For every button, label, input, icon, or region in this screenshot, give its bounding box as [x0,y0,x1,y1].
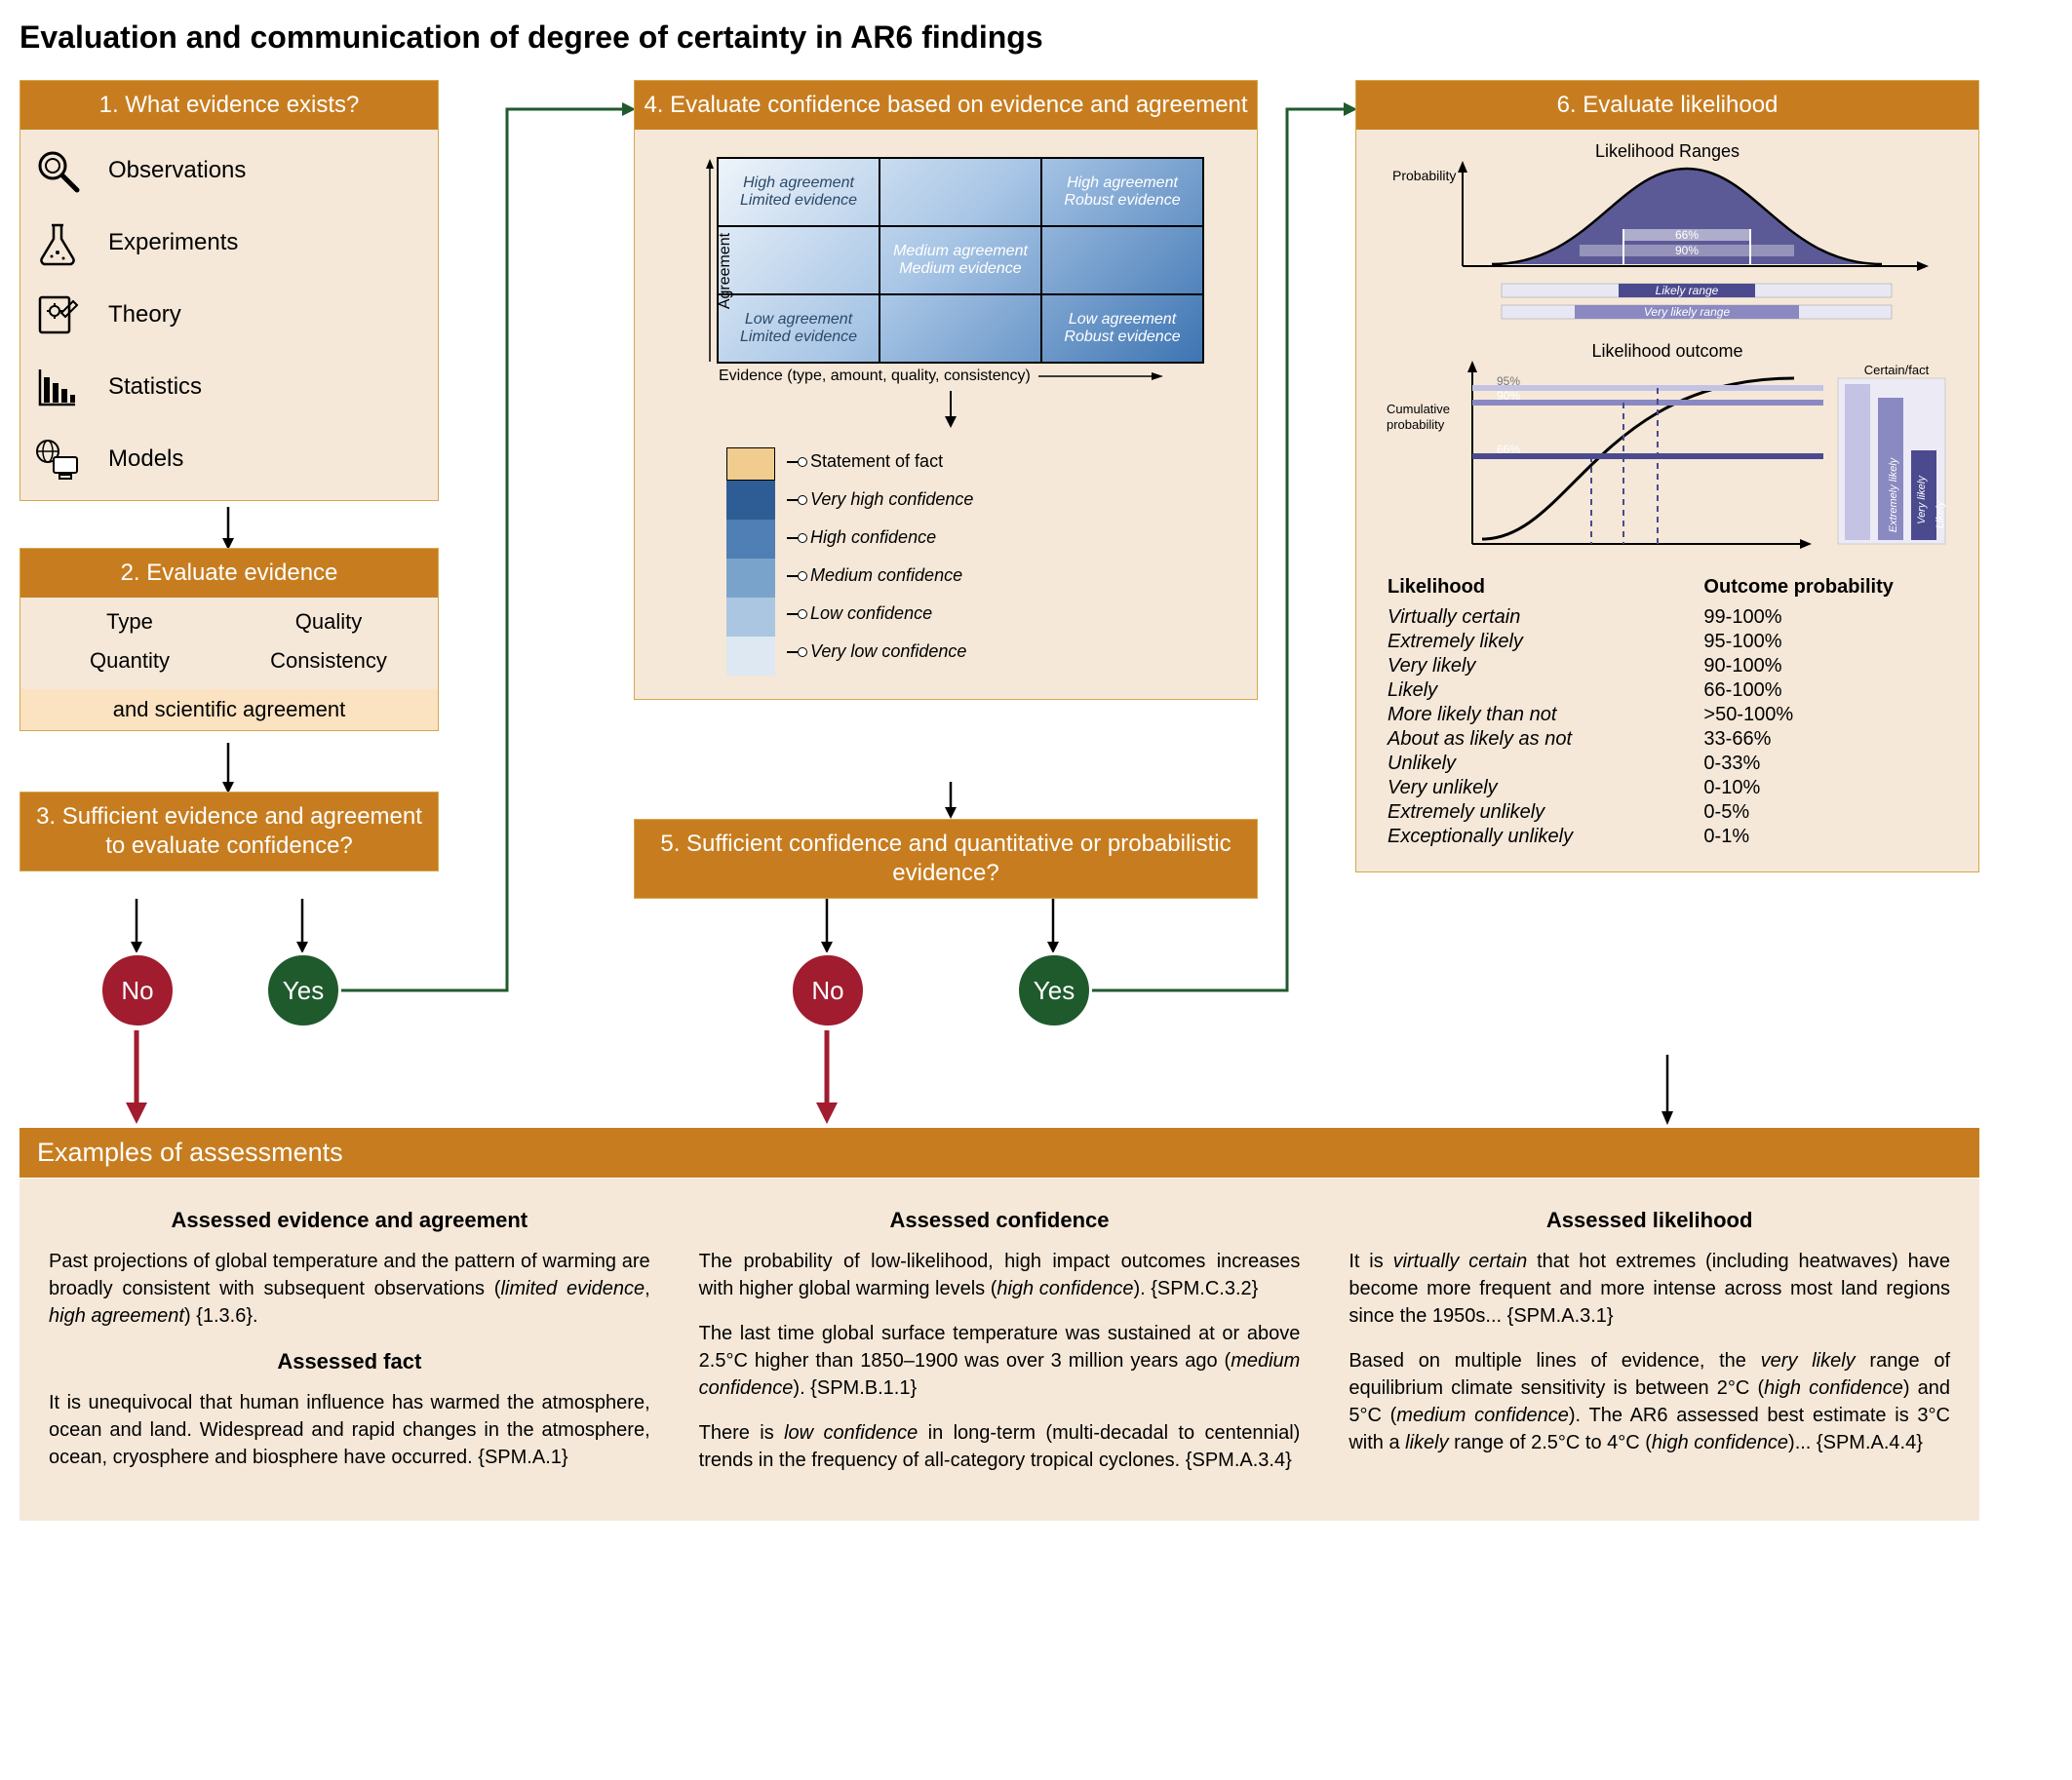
svg-text:66%: 66% [1497,443,1520,456]
examples-body: Assessed evidence and agreement Past pro… [20,1179,1979,1521]
likelihood-table: Likelihood Outcome probability Virtually… [1370,568,1965,862]
svg-text:66%: 66% [1675,228,1699,242]
matrix-cell-bl: Low agreementLimited evidence [718,294,880,363]
table-row: Virtually certain [1388,606,1703,629]
arrow-matrix-scale [941,391,960,430]
table-row: Exceptionally unlikely [1388,826,1703,848]
examples-col-3: Assessed likelihood It is virtually cert… [1349,1198,1950,1491]
svg-text:Very likely range: Very likely range [1644,305,1731,319]
ex-p-like1: It is virtually certain that hot extreme… [1349,1248,1950,1330]
ex-h-likelihood: Assessed likelihood [1349,1206,1950,1236]
svg-text:Very likely: Very likely [1916,475,1928,524]
arrow-5-no [817,899,837,957]
ex-p-fact: It is unequivocal that human influence h… [49,1389,650,1471]
panel-6-header: 6. Evaluate likelihood [1356,81,1978,130]
arrow-2-3 [218,743,238,797]
examples-header: Examples of assessments [20,1128,1979,1178]
arrow-4-5 [941,782,960,821]
table-row: Very unlikely [1388,777,1703,799]
likelihood-outcome-chart: Likelihood outcome Cumulative probabilit… [1370,339,1965,563]
criterion-type: Type [40,609,219,635]
conf-fact: Statement of fact [810,451,943,472]
arrow-yes-to-6 [1092,90,1365,996]
table-row: Extremely likely [1388,631,1703,653]
bar-chart-icon [30,360,85,414]
criterion-quantity: Quantity [40,648,219,674]
evidence-label: Statistics [108,373,202,401]
decision-3-no: No [99,952,176,1028]
svg-text:Certain/fact: Certain/fact [1864,363,1930,377]
magnifier-icon [30,143,85,198]
evidence-label: Experiments [108,229,238,256]
svg-text:Cumulative: Cumulative [1387,402,1450,416]
panel-6-likelihood: 6. Evaluate likelihood Likelihood Ranges… [1355,80,1979,872]
table-row: More likely than not [1388,704,1703,726]
flask-icon [30,215,85,270]
ex-h-evidence: Assessed evidence and agreement [49,1206,650,1236]
svg-text:90%: 90% [1497,389,1520,403]
probability-col-header: Outcome probability [1703,576,1947,604]
svg-text:Likely range: Likely range [1656,284,1719,297]
table-row: Very likely [1388,655,1703,677]
svg-text:Probability: Probability [1392,168,1456,183]
svg-text:probability: probability [1387,417,1445,432]
svg-text:Likely: Likely [1935,499,1946,528]
arrow-3-no [127,899,146,957]
likelihood-ranges-chart: Likelihood Ranges Probability 66% 90% [1370,139,1965,334]
ex-p-conf1: The probability of low-likelihood, high … [699,1248,1301,1302]
table-row: Unlikely [1388,753,1703,775]
arrow-no-examples-2 [814,1030,840,1128]
ex-p-conf3: There is low confidence in long-term (mu… [699,1419,1301,1474]
conf-med: Medium confidence [810,565,962,586]
ex-h-confidence: Assessed confidence [699,1206,1301,1236]
svg-text:90%: 90% [1675,244,1699,257]
examples-col-1: Assessed evidence and agreement Past pro… [49,1198,650,1491]
flow-diagram: 1. What evidence exists? Observations Ex… [20,80,2052,1757]
y-axis-agreement: Agreement [717,233,734,309]
examples-col-2: Assessed confidence The probability of l… [699,1198,1301,1491]
arrow-no-examples-1 [124,1030,149,1128]
main-title: Evaluation and communication of degree o… [20,19,2052,56]
conf-vhigh: Very high confidence [810,489,973,510]
evidence-label: Theory [108,301,181,329]
table-row: Extremely unlikely [1388,801,1703,824]
matrix-cell-tl: High agreementLimited evidence [718,158,880,226]
svg-text:Extremely likely: Extremely likely [1888,456,1899,532]
svg-text:Likelihood Ranges: Likelihood Ranges [1595,141,1740,161]
evidence-label: Models [108,445,183,473]
matrix-cell-c: Medium agreementMedium evidence [880,226,1041,294]
decision-5-yes: Yes [1016,952,1092,1028]
arrow-3-yes [293,899,312,957]
conf-high: High confidence [810,527,936,548]
x-axis-evidence: Evidence (type, amount, quality, consist… [719,368,1031,385]
conf-low: Low confidence [810,603,932,624]
table-row: Likely [1388,679,1703,702]
svg-text:95%: 95% [1497,374,1520,388]
notebook-icon [30,288,85,342]
ex-h-fact: Assessed fact [49,1347,650,1377]
evidence-label: Observations [108,157,246,184]
arrow-1-2 [218,507,238,554]
conf-vlow: Very low confidence [810,641,966,662]
likelihood-col-header: Likelihood [1388,576,1703,604]
decision-5-no: No [790,952,866,1028]
arrow-yes-to-4 [341,90,644,996]
ex-p-like2: Based on multiple lines of evidence, the… [1349,1347,1950,1456]
arrow-5-yes [1043,899,1063,957]
table-row: About as likely as not [1388,728,1703,751]
decision-3-yes: Yes [265,952,341,1028]
svg-text:Likelihood outcome: Likelihood outcome [1591,341,1742,361]
ex-p-evidence: Past projections of global temperature a… [49,1248,650,1330]
computer-globe-icon [30,432,85,486]
arrow-6-examples [1658,1055,1677,1129]
ex-p-conf2: The last time global surface temperature… [699,1320,1301,1402]
